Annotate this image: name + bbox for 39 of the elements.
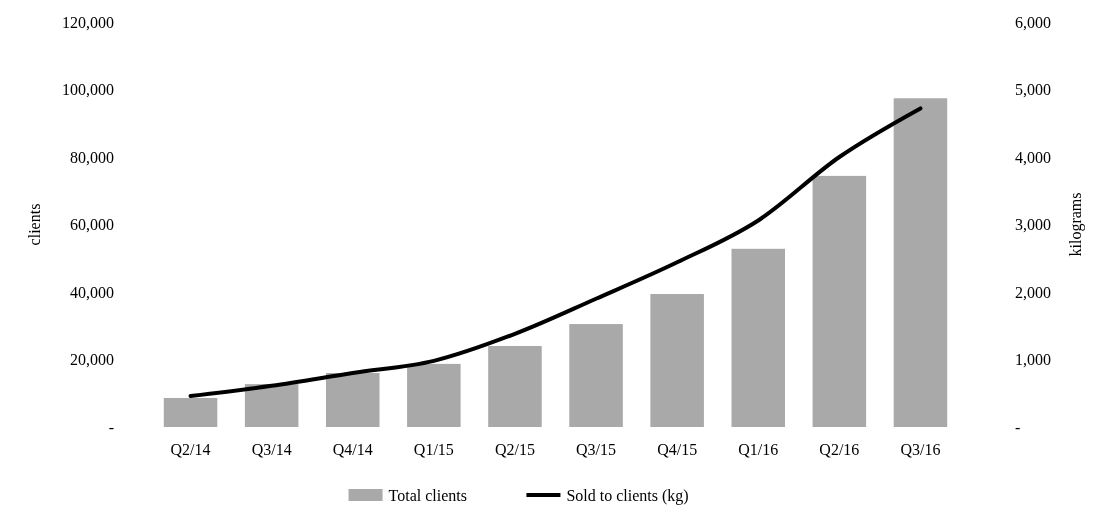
x-tick-label: Q1/16 xyxy=(738,441,779,458)
x-tick-label: Q3/14 xyxy=(251,441,292,458)
bar xyxy=(325,373,380,427)
y2-tick-label: 1,000 xyxy=(1015,351,1051,369)
bar xyxy=(407,363,461,427)
y-tick-label: - xyxy=(108,418,114,436)
y-tick-label: 120,000 xyxy=(62,13,114,31)
x-tick-label: Q2/16 xyxy=(819,441,860,458)
y2-axis-title: kilograms xyxy=(1067,192,1085,257)
y2-tick-label: 4,000 xyxy=(1015,148,1051,166)
x-tick-label: Q4/14 xyxy=(332,441,373,458)
y-tick-label: 100,000 xyxy=(62,81,114,99)
y-tick-label: 20,000 xyxy=(70,351,114,369)
bar xyxy=(893,98,948,427)
bar xyxy=(488,346,542,427)
legend-label: Sold to clients (kg) xyxy=(566,486,689,505)
y2-tick-label: 2,000 xyxy=(1015,283,1051,301)
y-axis-title: clients xyxy=(26,203,43,246)
bar xyxy=(650,294,704,427)
line-series xyxy=(188,106,923,398)
legend-label: Total clients xyxy=(388,486,467,504)
y2-tick-label: - xyxy=(1015,418,1021,436)
y-tick-label: 80,000 xyxy=(70,148,114,166)
x-tick-label: Q4/15 xyxy=(657,441,698,458)
bar xyxy=(163,397,218,427)
bar xyxy=(569,324,623,427)
x-tick-label: Q1/15 xyxy=(413,441,454,458)
x-tick-label: Q3/16 xyxy=(900,441,941,458)
x-tick-label: Q2/15 xyxy=(494,441,535,458)
bar xyxy=(812,175,867,427)
y-tick-label: 40,000 xyxy=(70,283,114,301)
y2-tick-label: 5,000 xyxy=(1015,81,1051,99)
x-tick-label: Q2/14 xyxy=(170,441,211,458)
bar xyxy=(244,384,299,427)
bar xyxy=(731,248,786,427)
y2-tick-label: 6,000 xyxy=(1015,13,1051,31)
y2-tick-label: 3,000 xyxy=(1015,216,1051,234)
y-tick-label: 60,000 xyxy=(70,216,114,234)
x-tick-label: Q3/15 xyxy=(576,441,617,458)
